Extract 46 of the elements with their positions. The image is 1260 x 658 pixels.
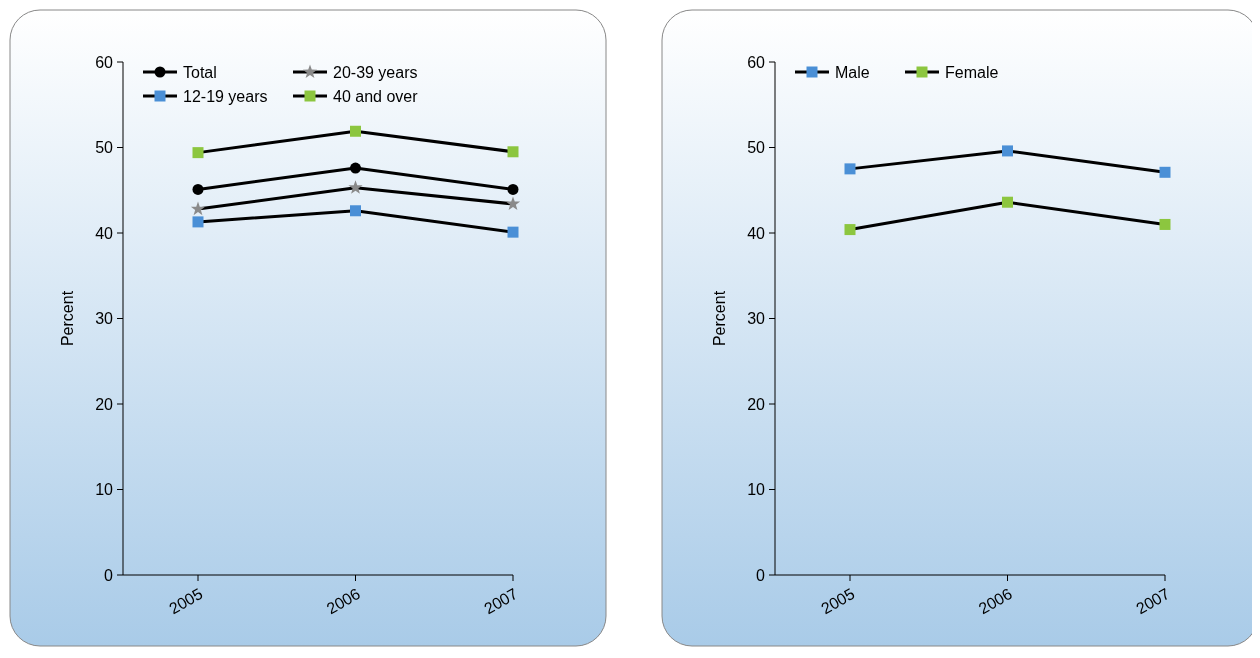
y-tick-label: 30 (95, 310, 114, 328)
point (192, 216, 204, 228)
x-tick-label: 2007 (1133, 584, 1173, 618)
y-axis-title: Percent (59, 290, 76, 347)
point (507, 146, 519, 158)
y-tick-label: 20 (95, 395, 114, 413)
x-tick-label: 2005 (166, 584, 206, 618)
y-tick-label: 0 (104, 566, 114, 584)
y-tick-label: 10 (95, 481, 114, 499)
point (1159, 166, 1171, 178)
y-tick-label: 50 (95, 139, 114, 157)
point (350, 205, 361, 217)
point (192, 147, 204, 159)
x-tick-label: 2005 (818, 584, 858, 618)
legend-label: Female (945, 63, 999, 81)
point (348, 180, 363, 194)
point (844, 224, 856, 236)
y-tick-label: 40 (95, 224, 114, 242)
point (844, 163, 856, 175)
legend-label: 20-39 years (333, 63, 418, 81)
x-tick-label: 2007 (481, 584, 521, 618)
y-tick-label: 60 (95, 53, 114, 71)
point (1002, 145, 1013, 157)
point (505, 196, 521, 210)
y-axis-title: Percent (711, 290, 728, 347)
point (192, 183, 204, 195)
x-tick-label: 2006 (975, 584, 1016, 618)
y-tick-label: 50 (747, 139, 766, 157)
x-tick-label: 2006 (323, 584, 364, 618)
y-tick-label: 10 (747, 481, 766, 499)
y-tick-label: 60 (747, 53, 766, 71)
legend-label: Male (835, 63, 870, 81)
legend-label: 40 and over (333, 87, 419, 105)
point (507, 183, 519, 195)
point (350, 125, 361, 137)
point (190, 201, 206, 216)
point (1159, 218, 1171, 230)
legend-label: Total (183, 63, 217, 81)
y-tick-label: 30 (747, 310, 766, 328)
y-tick-label: 40 (747, 224, 766, 242)
point (350, 162, 361, 174)
y-tick-label: 0 (756, 566, 766, 584)
point (507, 226, 519, 238)
point (1002, 196, 1013, 208)
legend-label: 12-19 years (183, 87, 268, 105)
y-tick-label: 20 (747, 395, 766, 413)
